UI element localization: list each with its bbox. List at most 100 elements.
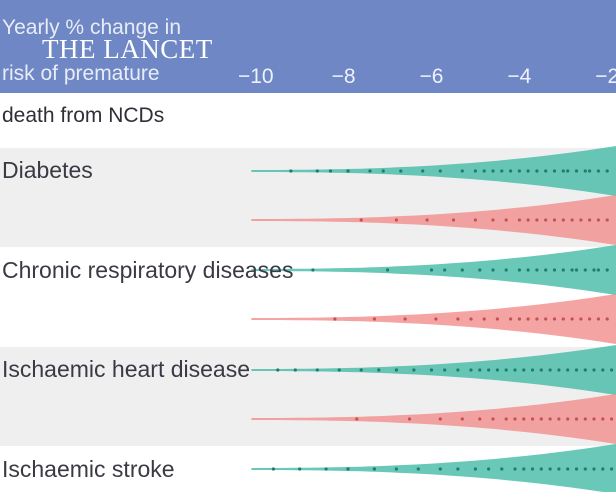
data-point — [596, 268, 601, 272]
data-point — [495, 317, 499, 321]
data-point — [574, 169, 579, 173]
data-point — [583, 467, 587, 471]
data-point — [443, 368, 447, 372]
data-point — [548, 417, 552, 421]
data-point — [504, 218, 508, 222]
data-point — [407, 417, 412, 421]
data-point — [509, 169, 513, 173]
data-point — [552, 317, 557, 321]
data-point — [592, 417, 596, 421]
data-point — [561, 317, 565, 321]
data-point — [552, 268, 557, 272]
data-point — [438, 467, 442, 471]
male-violin-group — [251, 394, 616, 444]
data-point — [592, 368, 596, 372]
data-point — [438, 417, 442, 421]
data-point — [570, 317, 574, 321]
row-bands — [0, 148, 616, 446]
header-band — [0, 0, 616, 93]
female-violin-group — [251, 444, 616, 492]
data-point — [539, 368, 543, 372]
data-point — [372, 317, 376, 321]
data-point — [377, 368, 381, 372]
female-violin — [251, 345, 616, 395]
data-point — [394, 218, 398, 222]
data-point — [276, 368, 280, 372]
data-point — [372, 467, 376, 471]
data-point — [530, 368, 535, 372]
data-point — [473, 169, 477, 173]
male-violin — [251, 195, 616, 245]
data-point — [394, 467, 398, 471]
data-point — [513, 467, 517, 471]
x-tick-label: −6 — [420, 65, 444, 88]
data-point — [487, 467, 491, 471]
data-point — [557, 417, 561, 421]
data-point — [605, 268, 609, 272]
data-point — [574, 417, 579, 421]
data-point — [434, 317, 438, 321]
data-point — [456, 317, 460, 321]
male-violin-group — [251, 294, 616, 344]
data-point — [526, 169, 530, 173]
data-point — [504, 417, 508, 421]
data-point — [544, 317, 548, 321]
data-point — [478, 417, 482, 421]
data-point — [412, 368, 416, 372]
data-point — [566, 467, 570, 471]
data-point — [513, 368, 517, 372]
data-point — [491, 218, 495, 222]
data-point — [566, 417, 570, 421]
data-point — [495, 368, 499, 372]
data-point — [482, 317, 486, 321]
data-point — [517, 169, 522, 173]
data-point — [328, 169, 333, 173]
data-point — [579, 317, 583, 321]
data-point — [522, 368, 526, 372]
data-point — [574, 467, 579, 471]
data-point — [482, 169, 486, 173]
data-point — [517, 317, 522, 321]
data-point — [504, 268, 508, 272]
data-point — [324, 467, 328, 471]
data-point — [566, 169, 570, 173]
data-point — [381, 169, 385, 173]
data-point — [592, 268, 596, 272]
data-point — [557, 368, 561, 372]
data-point — [610, 368, 614, 372]
data-point — [368, 169, 372, 173]
x-tick-label: −2 — [595, 65, 616, 88]
data-point — [583, 368, 587, 372]
data-point — [535, 317, 539, 321]
data-point — [403, 317, 407, 321]
data-point — [271, 467, 275, 471]
data-point — [509, 317, 513, 321]
data-point — [460, 268, 464, 272]
data-point — [311, 268, 315, 272]
data-point — [544, 169, 548, 173]
data-point — [491, 169, 495, 173]
data-point — [346, 467, 350, 471]
data-point — [359, 218, 363, 222]
data-point — [583, 417, 587, 421]
data-point — [491, 417, 495, 421]
data-point — [526, 218, 530, 222]
data-point — [544, 218, 548, 222]
data-point — [535, 218, 539, 222]
female-violin — [251, 444, 616, 492]
data-point — [522, 417, 526, 421]
data-point — [333, 317, 337, 321]
male-violin — [251, 294, 616, 344]
data-point — [539, 467, 543, 471]
data-point — [561, 268, 565, 272]
data-point — [544, 268, 548, 272]
data-point — [605, 169, 609, 173]
data-point — [566, 368, 570, 372]
data-point — [610, 417, 614, 421]
data-point — [491, 268, 495, 272]
data-point — [596, 218, 601, 222]
data-point — [574, 268, 579, 272]
data-point — [487, 368, 491, 372]
